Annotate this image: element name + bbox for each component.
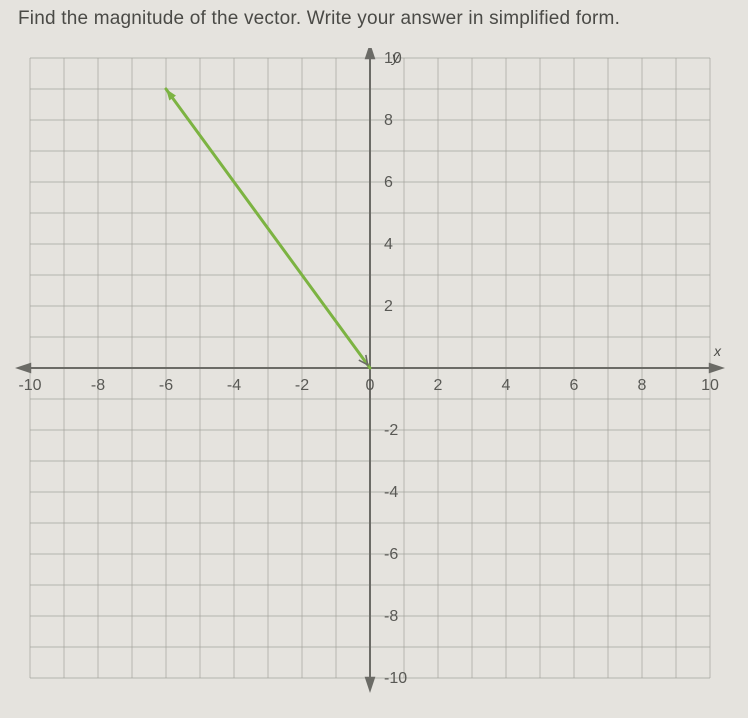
- svg-text:x: x: [713, 343, 722, 359]
- svg-text:-10: -10: [18, 377, 41, 394]
- coordinate-graph: -10-8-6-4-20246810-10-8-6-4-2246810yx: [10, 48, 738, 708]
- svg-text:6: 6: [384, 174, 393, 191]
- svg-text:-4: -4: [384, 484, 398, 501]
- svg-text:-6: -6: [159, 377, 173, 394]
- svg-text:-8: -8: [91, 377, 105, 394]
- svg-text:-4: -4: [227, 377, 241, 394]
- graph-svg: -10-8-6-4-20246810-10-8-6-4-2246810yx: [10, 48, 738, 708]
- svg-text:8: 8: [638, 377, 647, 394]
- svg-text:y: y: [391, 49, 400, 65]
- svg-text:2: 2: [384, 298, 393, 315]
- svg-text:2: 2: [434, 377, 443, 394]
- svg-text:-2: -2: [384, 422, 398, 439]
- svg-text:4: 4: [502, 377, 511, 394]
- svg-text:8: 8: [384, 112, 393, 129]
- svg-text:0: 0: [366, 377, 375, 394]
- svg-text:6: 6: [570, 377, 579, 394]
- svg-text:10: 10: [701, 377, 719, 394]
- svg-text:-10: -10: [384, 670, 407, 687]
- svg-text:-6: -6: [384, 546, 398, 563]
- svg-text:-2: -2: [295, 377, 309, 394]
- question-text: Find the magnitude of the vector. Write …: [18, 8, 738, 30]
- svg-text:4: 4: [384, 236, 393, 253]
- svg-text:-8: -8: [384, 608, 398, 625]
